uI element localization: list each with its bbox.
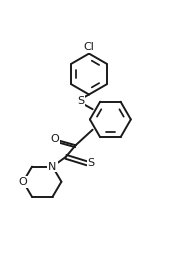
Text: S: S — [88, 159, 95, 168]
Text: S: S — [77, 96, 85, 106]
Text: N: N — [48, 162, 57, 172]
Text: Cl: Cl — [83, 42, 95, 52]
Text: O: O — [51, 134, 60, 144]
Text: O: O — [19, 177, 28, 187]
